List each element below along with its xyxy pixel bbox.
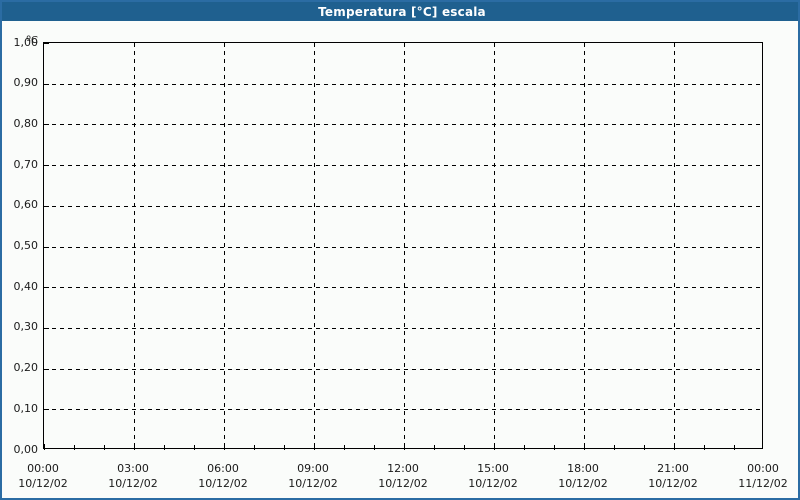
- y-tick-label: 0,20: [13, 361, 39, 375]
- y-tick-label: 1,00: [13, 35, 39, 49]
- x-tick-date: 11/12/02: [738, 477, 788, 490]
- x-tick-label: 09:00 10/12/02: [268, 461, 358, 491]
- x-tick-time: 21:00: [657, 462, 689, 475]
- plot-area: [43, 42, 764, 450]
- x-tick-time: 00:00: [747, 462, 779, 475]
- x-tick-label: 06:00 10/12/02: [178, 461, 268, 491]
- x-tick-label: 03:00 10/12/02: [88, 461, 178, 491]
- y-tick-label: 0,40: [13, 279, 39, 293]
- x-tick-label: 00:00 11/12/02: [718, 461, 798, 491]
- y-tick-label: 0,70: [13, 157, 39, 171]
- x-tick-date: 10/12/02: [288, 477, 338, 490]
- y-tick-label: 0,80: [13, 116, 39, 130]
- x-tick-label: 18:00 10/12/02: [538, 461, 628, 491]
- x-tick-date: 10/12/02: [18, 477, 68, 490]
- x-tick-time: 18:00: [567, 462, 599, 475]
- x-tick-time: 15:00: [477, 462, 509, 475]
- y-tick-label: 0,90: [13, 76, 39, 90]
- x-tick-time: 12:00: [387, 462, 419, 475]
- x-tick-label: 15:00 10/12/02: [448, 461, 538, 491]
- chart-title: Temperatura [°C] escala: [318, 4, 486, 19]
- x-tick-date: 10/12/02: [378, 477, 428, 490]
- x-tick-time: 03:00: [117, 462, 149, 475]
- y-tick-label: 0,60: [13, 198, 39, 212]
- x-tick-label: 00:00 10/12/02: [2, 461, 88, 491]
- chart-title-bar: Temperatura [°C] escala: [2, 2, 798, 21]
- x-tick-label: 21:00 10/12/02: [628, 461, 718, 491]
- x-tick-time: 06:00: [207, 462, 239, 475]
- y-tick-label: 0,00: [13, 442, 39, 456]
- y-tick-label: 0,50: [13, 239, 39, 252]
- x-tick-date: 10/12/02: [558, 477, 608, 490]
- x-tick-time: 00:00: [27, 462, 59, 475]
- x-tick-label: 12:00 10/12/02: [358, 461, 448, 491]
- x-tick-date: 10/12/02: [198, 477, 248, 490]
- x-tick-date: 10/12/02: [108, 477, 158, 490]
- y-tick-label: 0,10: [13, 401, 39, 415]
- grid-lines: [44, 43, 764, 450]
- x-tick-date: 10/12/02: [468, 477, 518, 490]
- x-tick-time: 09:00: [297, 462, 329, 475]
- y-tick-label: 0,30: [13, 320, 39, 334]
- x-tick-date: 10/12/02: [648, 477, 698, 490]
- y-axis-unit-label: ºC: [26, 35, 38, 46]
